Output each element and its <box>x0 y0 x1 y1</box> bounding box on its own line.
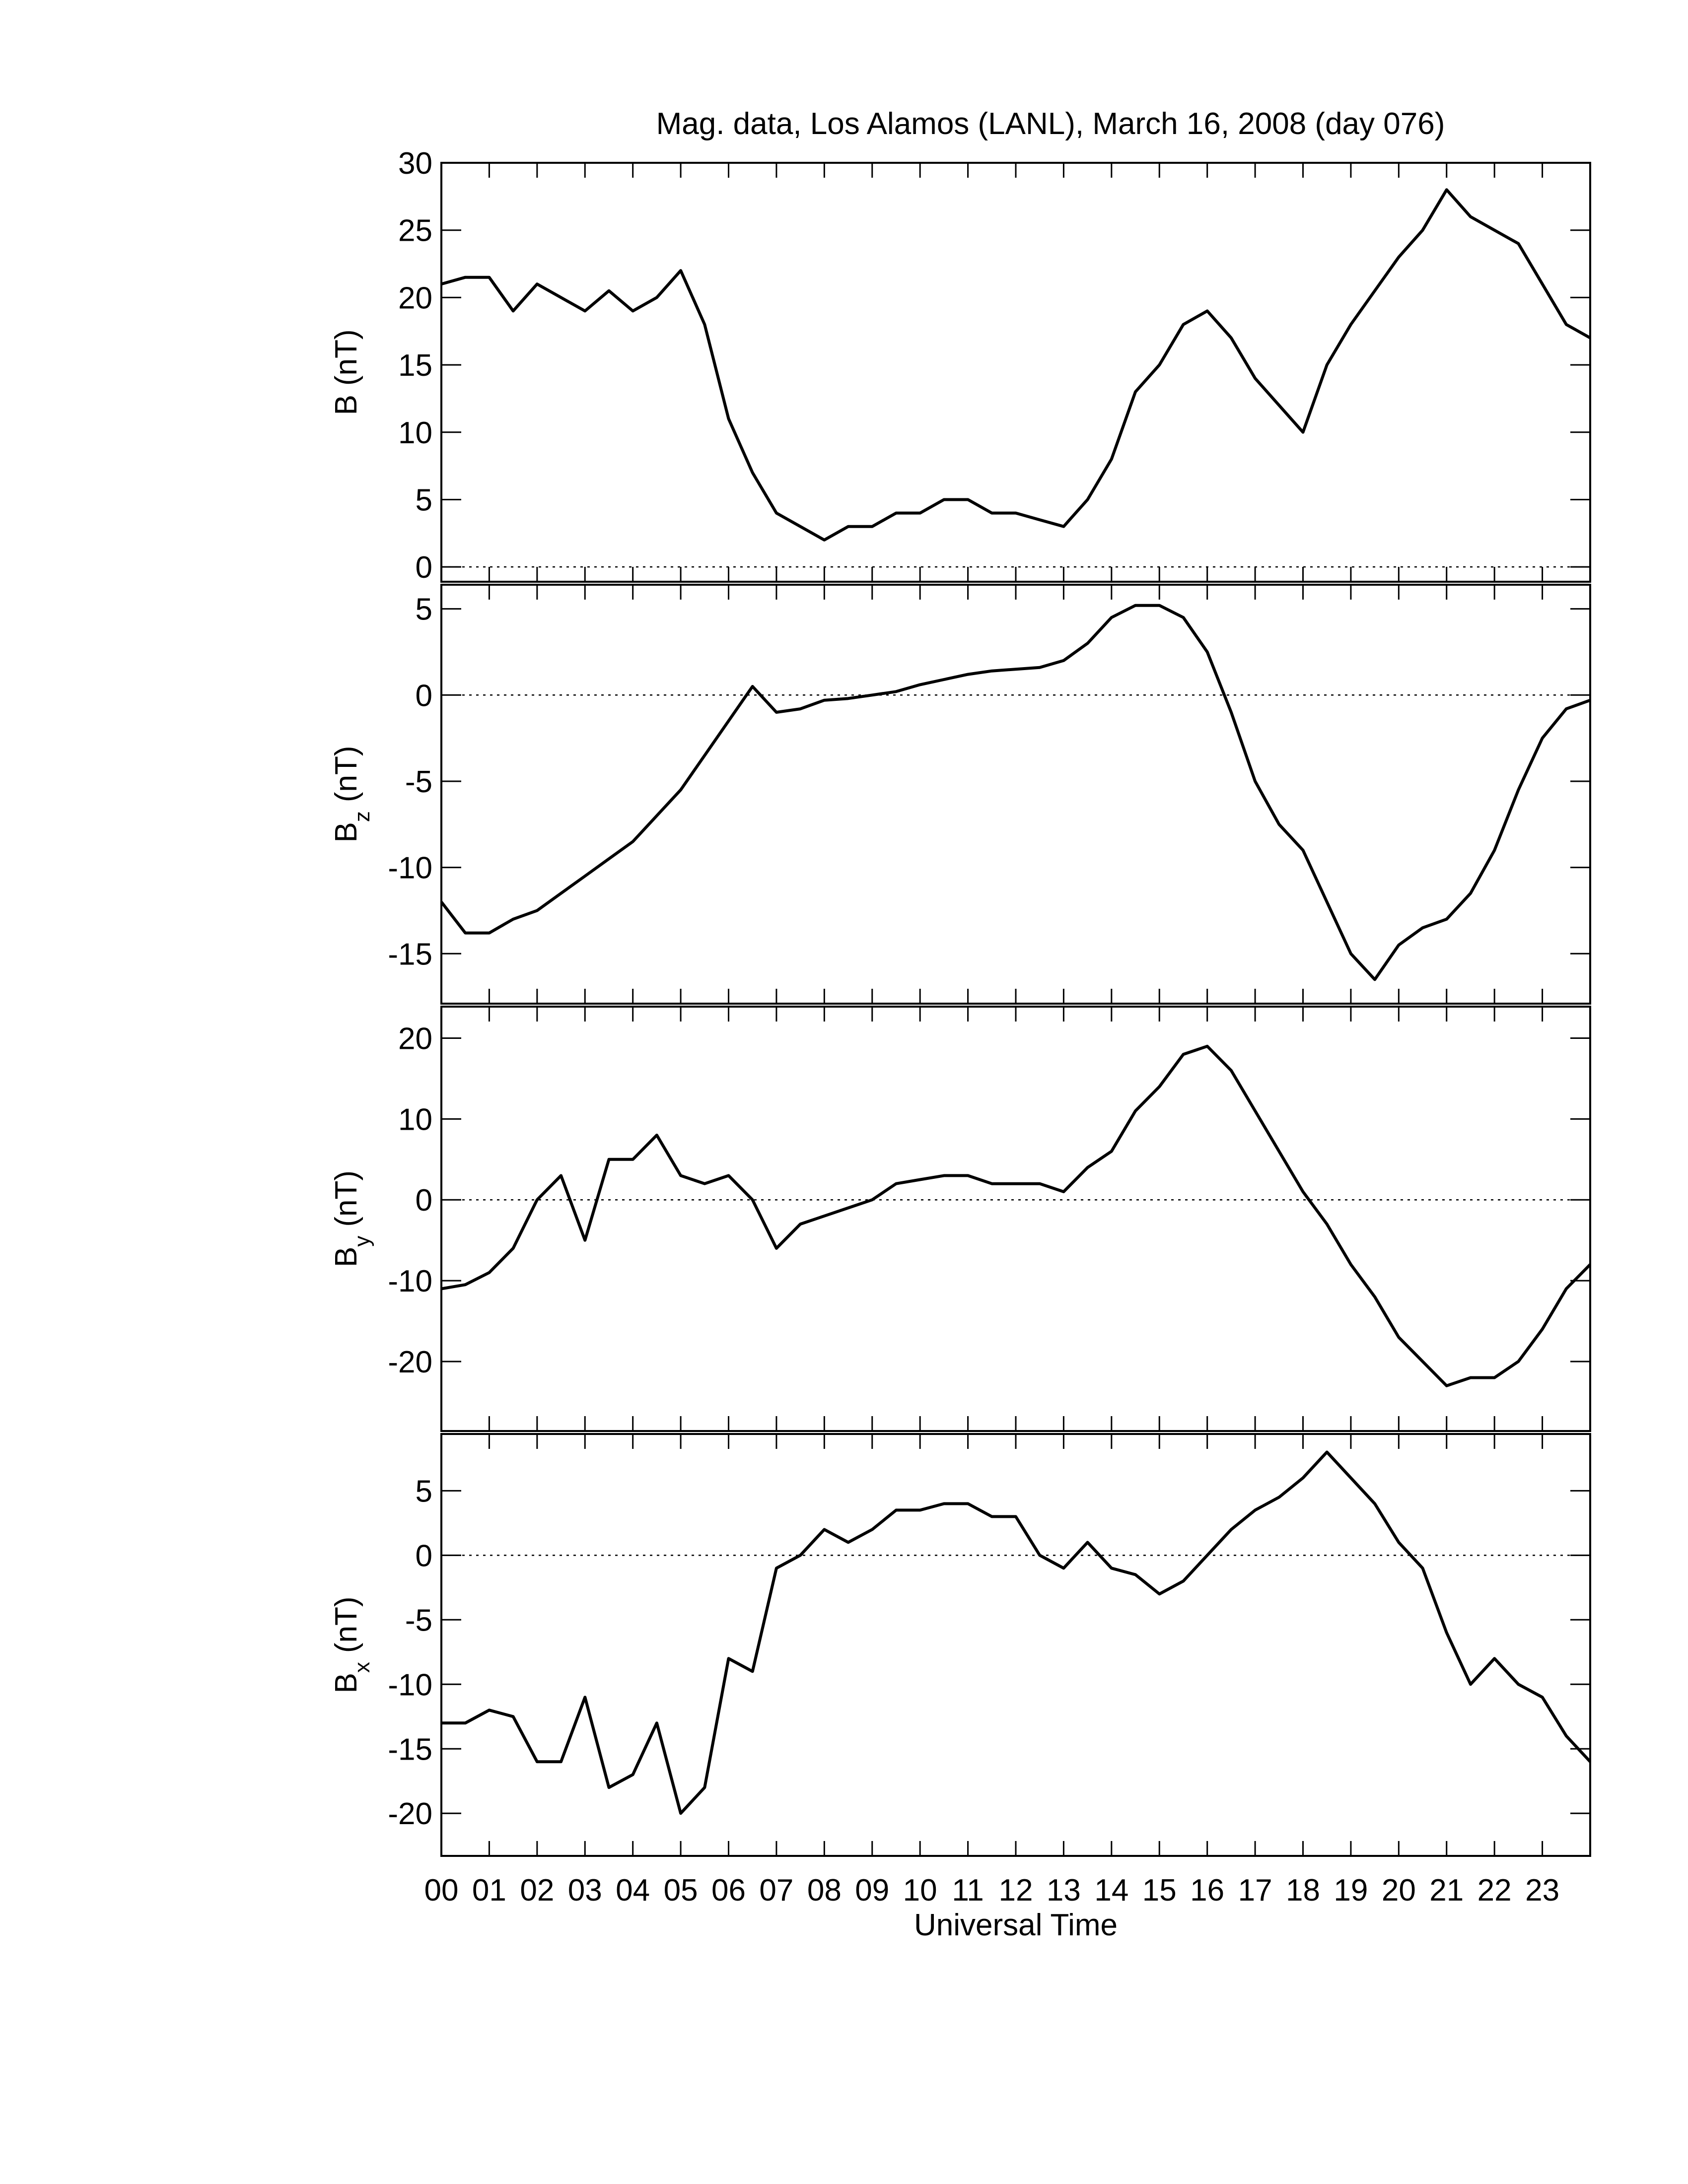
x-tick-label: 00 <box>424 1873 459 1908</box>
y-axis-label-main: B <box>329 395 363 415</box>
x-tick-label: 17 <box>1238 1873 1272 1908</box>
x-axis-label: Universal Time <box>914 1908 1118 1942</box>
y-tick-label: 5 <box>416 1474 432 1508</box>
x-tick-label: 10 <box>903 1873 937 1908</box>
y-tick-label: -5 <box>405 765 432 799</box>
x-tick-label: 14 <box>1094 1873 1128 1908</box>
y-axis-label-sub: x <box>350 1662 374 1673</box>
y-tick-label: 30 <box>398 146 432 181</box>
x-tick-label: 13 <box>1047 1873 1081 1908</box>
chart-title: Mag. data, Los Alamos (LANL), March 16, … <box>656 107 1445 141</box>
x-tick-label: 06 <box>711 1873 746 1908</box>
y-tick-label: 10 <box>398 1102 432 1137</box>
x-tick-label: 19 <box>1334 1873 1368 1908</box>
y-tick-label: 20 <box>398 281 432 315</box>
y-tick-label: -10 <box>388 1264 432 1298</box>
x-tick-label: 12 <box>999 1873 1033 1908</box>
y-tick-label: 5 <box>416 483 432 517</box>
x-tick-label: 09 <box>855 1873 889 1908</box>
y-tick-label: 20 <box>398 1022 432 1056</box>
data-line <box>441 1044 1592 1387</box>
x-tick-label: 02 <box>520 1873 554 1908</box>
y-tick-label: -10 <box>388 1668 432 1702</box>
x-tick-label: 11 <box>952 1873 984 1908</box>
y-tick-label: 25 <box>398 214 432 248</box>
y-tick-label: 0 <box>416 550 432 585</box>
y-axis-label-unit: (nT) <box>329 1596 363 1653</box>
y-tick-label: -15 <box>388 937 432 971</box>
y-axis-label: Bx (nT) <box>329 1596 374 1693</box>
x-tick-label: 20 <box>1382 1873 1416 1908</box>
y-axis-label-sub: y <box>350 1236 374 1247</box>
x-tick-label: 05 <box>664 1873 698 1908</box>
x-tick-label: 08 <box>807 1873 842 1908</box>
x-tick-label: 23 <box>1525 1873 1559 1908</box>
y-axis-label-main: B <box>329 1247 363 1267</box>
y-tick-label: 0 <box>416 1539 432 1573</box>
data-line <box>441 188 1591 542</box>
y-tick-label: 10 <box>398 416 432 450</box>
x-tick-label: 07 <box>759 1873 793 1908</box>
x-tick-label: 03 <box>568 1873 602 1908</box>
plot-frame <box>440 1433 1591 1857</box>
y-axis-label-unit: (nT) <box>329 1170 363 1227</box>
y-axis-label-unit: (nT) <box>329 746 363 802</box>
x-tick-label: 21 <box>1429 1873 1464 1908</box>
y-tick-label: -10 <box>388 851 432 886</box>
x-tick-label: 22 <box>1477 1873 1512 1908</box>
y-axis-label-unit: (nT) <box>329 329 363 386</box>
plot-frame <box>440 1006 1591 1432</box>
x-tick-label: 15 <box>1142 1873 1177 1908</box>
y-axis-label-sub: z <box>350 811 374 822</box>
y-axis-label-main: B <box>329 822 363 842</box>
y-axis-label-main: B <box>329 1673 363 1693</box>
data-line <box>441 1450 1592 1815</box>
y-tick-label: -15 <box>388 1732 432 1767</box>
y-tick-label: 0 <box>416 1183 432 1218</box>
y-tick-label: -20 <box>388 1345 432 1379</box>
y-tick-label: 5 <box>416 593 432 627</box>
y-tick-label: -20 <box>388 1797 432 1831</box>
plot-frame <box>440 162 1591 583</box>
y-axis-label: Bz (nT) <box>329 746 374 842</box>
y-tick-label: 15 <box>398 348 432 383</box>
data-line <box>440 604 1591 981</box>
y-axis-label: By (nT) <box>329 1170 374 1267</box>
y-axis-label: B (nT) <box>329 329 363 415</box>
x-tick-label: 04 <box>616 1873 650 1908</box>
x-tick-label: 16 <box>1190 1873 1224 1908</box>
y-tick-label: 0 <box>416 679 432 713</box>
x-tick-label: 01 <box>472 1873 506 1908</box>
plot-frame <box>440 584 1591 1005</box>
x-tick-label: 18 <box>1286 1873 1320 1908</box>
y-tick-label: -5 <box>405 1603 432 1638</box>
